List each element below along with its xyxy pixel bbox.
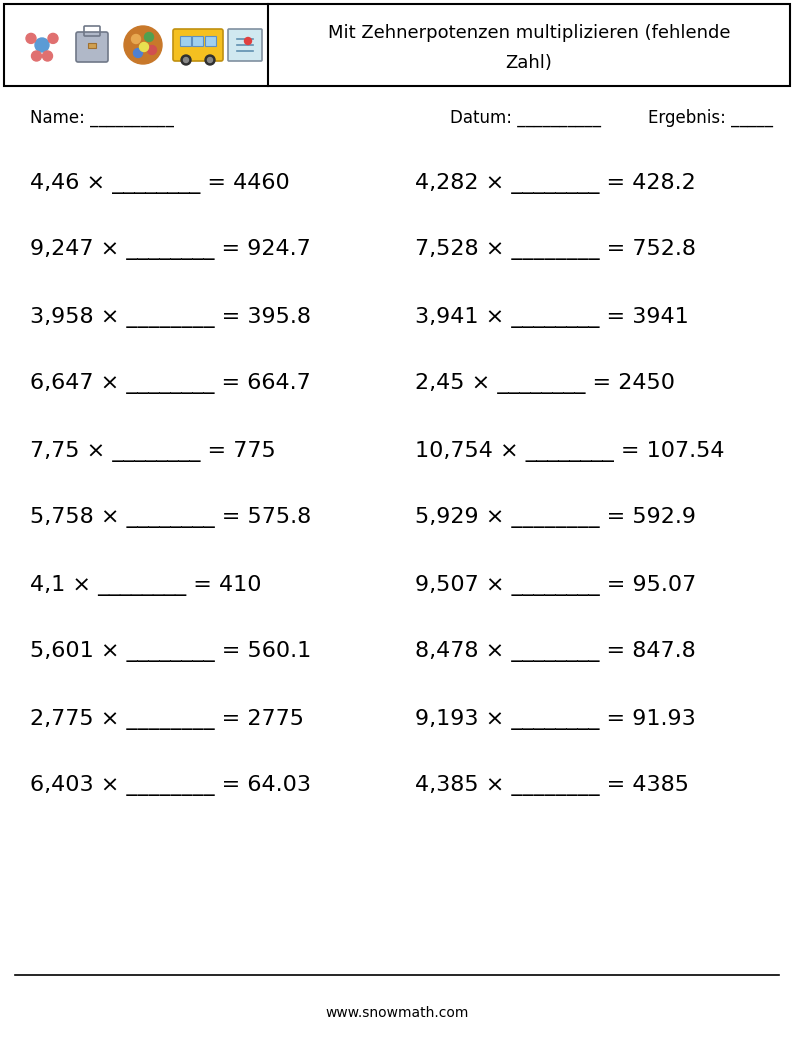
Text: Name: __________: Name: __________: [30, 110, 174, 127]
Text: 9,247 × ________ = 924.7: 9,247 × ________ = 924.7: [30, 239, 310, 260]
Text: Ergebnis: _____: Ergebnis: _____: [648, 108, 773, 127]
Text: 4,1 × ________ = 410: 4,1 × ________ = 410: [30, 575, 261, 596]
Text: 7,528 × ________ = 752.8: 7,528 × ________ = 752.8: [415, 239, 696, 260]
Text: 9,507 × ________ = 95.07: 9,507 × ________ = 95.07: [415, 575, 696, 596]
Text: 7,75 × ________ = 775: 7,75 × ________ = 775: [30, 440, 276, 461]
Circle shape: [148, 45, 156, 55]
Text: 10,754 × ________ = 107.54: 10,754 × ________ = 107.54: [415, 440, 724, 461]
Circle shape: [181, 55, 191, 65]
Circle shape: [133, 48, 142, 58]
Circle shape: [26, 34, 36, 43]
Circle shape: [140, 42, 148, 52]
Text: 6,403 × ________ = 64.03: 6,403 × ________ = 64.03: [30, 775, 311, 796]
Circle shape: [132, 35, 141, 43]
Circle shape: [245, 38, 252, 44]
Circle shape: [205, 55, 215, 65]
Text: 5,929 × ________ = 592.9: 5,929 × ________ = 592.9: [415, 508, 696, 529]
Text: 2,775 × ________ = 2775: 2,775 × ________ = 2775: [30, 709, 304, 730]
FancyBboxPatch shape: [76, 32, 108, 62]
FancyBboxPatch shape: [228, 29, 262, 61]
FancyBboxPatch shape: [4, 4, 790, 86]
Text: 5,601 × ________ = 560.1: 5,601 × ________ = 560.1: [30, 641, 311, 662]
Text: 3,958 × ________ = 395.8: 3,958 × ________ = 395.8: [30, 306, 311, 327]
Circle shape: [183, 58, 188, 62]
Bar: [205, 36, 216, 46]
Circle shape: [48, 34, 58, 43]
Circle shape: [35, 38, 49, 52]
Bar: [180, 36, 191, 46]
Text: 9,193 × ________ = 91.93: 9,193 × ________ = 91.93: [415, 709, 696, 730]
Bar: [88, 43, 96, 48]
Circle shape: [32, 51, 41, 61]
Text: 4,46 × ________ = 4460: 4,46 × ________ = 4460: [30, 173, 290, 194]
Circle shape: [124, 26, 162, 64]
Circle shape: [145, 33, 153, 41]
Text: 3,941 × ________ = 3941: 3,941 × ________ = 3941: [415, 306, 688, 327]
Bar: [192, 36, 203, 46]
Text: 8,478 × ________ = 847.8: 8,478 × ________ = 847.8: [415, 641, 696, 662]
Text: 5,758 × ________ = 575.8: 5,758 × ________ = 575.8: [30, 508, 311, 529]
Text: Mit Zehnerpotenzen multiplizieren (fehlende: Mit Zehnerpotenzen multiplizieren (fehle…: [328, 24, 730, 42]
Text: 4,282 × ________ = 428.2: 4,282 × ________ = 428.2: [415, 173, 696, 194]
Circle shape: [43, 51, 52, 61]
FancyBboxPatch shape: [173, 29, 223, 61]
Text: 4,385 × ________ = 4385: 4,385 × ________ = 4385: [415, 775, 689, 796]
Text: 6,647 × ________ = 664.7: 6,647 × ________ = 664.7: [30, 374, 310, 395]
Text: 2,45 × ________ = 2450: 2,45 × ________ = 2450: [415, 374, 675, 395]
Text: www.snowmath.com: www.snowmath.com: [326, 1006, 468, 1020]
Text: Zahl): Zahl): [506, 54, 553, 72]
Circle shape: [207, 58, 213, 62]
Text: Datum: __________: Datum: __________: [450, 110, 601, 127]
